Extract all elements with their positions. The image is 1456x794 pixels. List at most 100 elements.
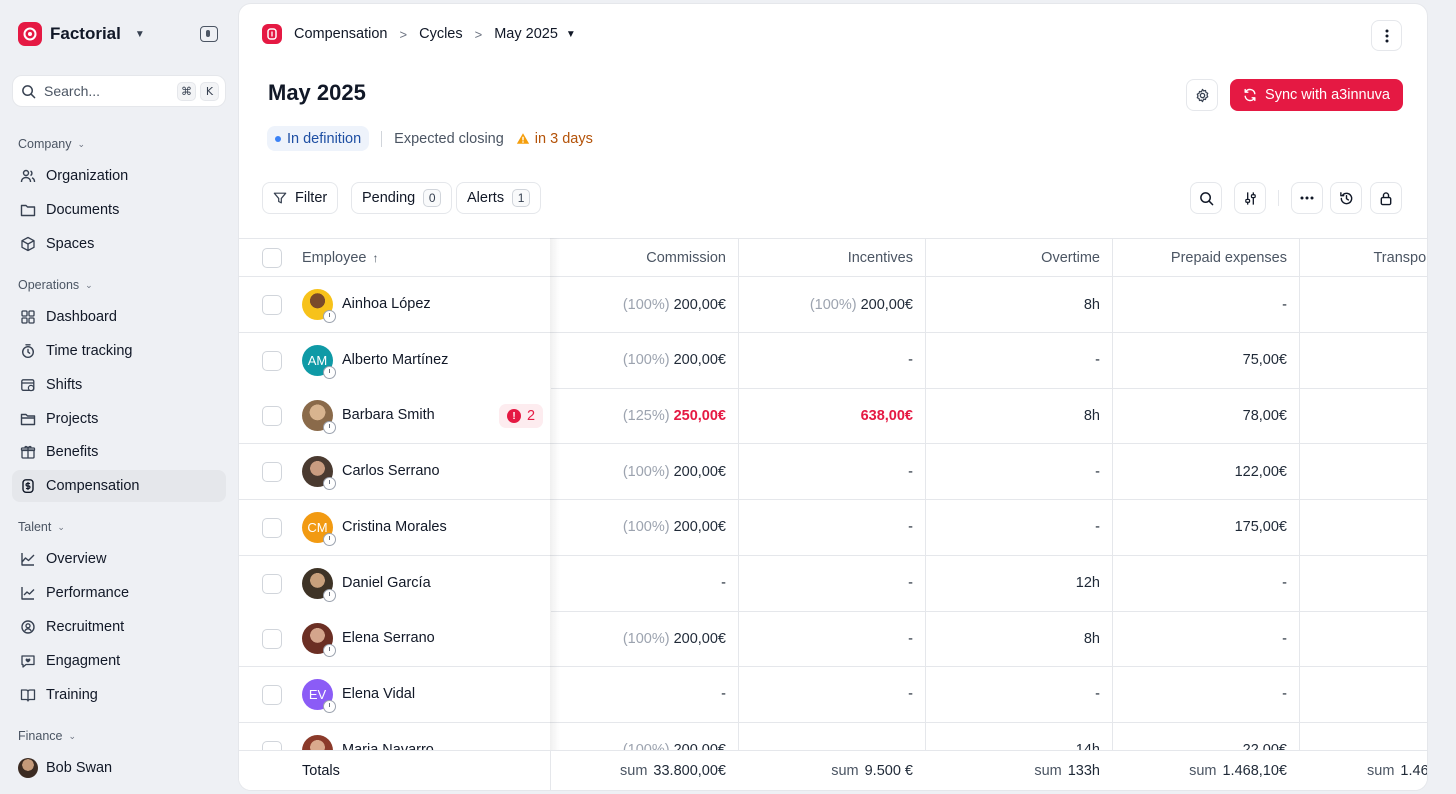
row-checkbox[interactable] <box>262 517 282 538</box>
table-row[interactable]: Barbara Smith ! 2 (125%) 250,00€ 638,00€ 8h 78,… <box>239 388 1427 445</box>
nav-section-company[interactable]: Company ⌄ <box>18 137 85 151</box>
sidebar-item-compensation[interactable]: Compensation <box>12 470 226 502</box>
employee-name[interactable]: Carlos Serrano <box>342 463 440 480</box>
sidebar-item-recruitment[interactable]: Recruitment <box>12 611 226 643</box>
company-switcher[interactable]: Factorial ▼ <box>18 22 145 46</box>
commission-cell[interactable]: (100%)200,00€ <box>551 444 738 499</box>
history-button[interactable] <box>1330 182 1362 214</box>
overtime-cell[interactable]: - <box>926 333 1112 388</box>
prepaid-cell[interactable]: 78,00€ <box>1113 388 1299 443</box>
prepaid-cell[interactable]: - <box>1113 667 1299 722</box>
prepaid-cell[interactable]: 175,00€ <box>1113 500 1299 555</box>
prepaid-cell[interactable]: - <box>1113 556 1299 611</box>
prepaid-cell[interactable]: 122,00€ <box>1113 444 1299 499</box>
sidebar-item-time-tracking[interactable]: Time tracking <box>12 335 226 367</box>
incentives-cell[interactable]: - <box>739 500 925 555</box>
sidebar-item-documents[interactable]: Documents <box>12 194 226 226</box>
table-row[interactable]: Daniel García - - 12h - <box>239 555 1427 612</box>
lock-button[interactable] <box>1370 182 1402 214</box>
employee-name[interactable]: Cristina Morales <box>342 518 447 535</box>
overtime-cell[interactable]: - <box>926 444 1112 499</box>
sync-button[interactable]: Sync with a3innuva <box>1230 79 1403 111</box>
employee-name[interactable]: Daniel García <box>342 574 431 591</box>
employee-name[interactable]: Alberto Martínez <box>342 351 449 368</box>
sidebar-item-training[interactable]: Training <box>12 679 226 711</box>
adjust-columns-button[interactable] <box>1234 182 1266 214</box>
breadcrumb-current[interactable]: May 2025 <box>494 26 558 42</box>
sidebar-item-spaces[interactable]: Spaces <box>12 228 226 260</box>
sidebar-toggle-icon[interactable] <box>200 26 218 42</box>
employee-name[interactable]: Barbara Smith <box>342 407 435 424</box>
prepaid-expenses-header[interactable]: Prepaid expenses <box>1170 249 1287 266</box>
commission-cell[interactable]: (100%)200,00€ <box>551 611 738 666</box>
overtime-cell[interactable]: 8h <box>926 611 1112 666</box>
incentives-cell[interactable]: 638,00€ <box>739 388 925 443</box>
overtime-cell[interactable]: - <box>926 500 1112 555</box>
incentives-cell[interactable]: - <box>739 444 925 499</box>
commission-cell[interactable]: (100%)200,00€ <box>551 500 738 555</box>
nav-section-operations[interactable]: Operations ⌄ <box>18 278 93 292</box>
transport-header[interactable]: Transport <box>1373 249 1427 266</box>
sidebar-item-benefits[interactable]: Benefits <box>12 436 226 468</box>
sidebar-item-dashboard[interactable]: Dashboard <box>12 301 226 333</box>
sidebar-item-shifts[interactable]: Shifts <box>12 369 226 401</box>
employee-name[interactable]: Elena Serrano <box>342 630 435 647</box>
breadcrumb-compensation[interactable]: Compensation <box>294 26 388 42</box>
commission-cell[interactable]: (100%)200,00€ <box>551 277 738 332</box>
commission-cell[interactable]: - <box>551 556 738 611</box>
more-options-button[interactable] <box>1371 20 1402 51</box>
sidebar-item-performance[interactable]: Performance <box>12 577 226 609</box>
incentives-header[interactable]: Incentives <box>847 249 913 266</box>
alert-badge[interactable]: ! 2 <box>499 404 544 429</box>
commission-cell[interactable]: (125%) 250,00€ <box>551 388 738 443</box>
filter-button[interactable]: Filter <box>262 182 339 214</box>
settings-button[interactable] <box>1186 79 1218 111</box>
more-actions-button[interactable] <box>1291 182 1323 214</box>
table-row[interactable]: EV Elena Vidal - - - - <box>239 666 1427 723</box>
prepaid-cell[interactable]: - <box>1113 611 1299 666</box>
row-checkbox[interactable] <box>262 350 282 371</box>
incentives-cell[interactable]: - <box>739 611 925 666</box>
overtime-cell[interactable]: 8h <box>926 388 1112 443</box>
incentives-cell[interactable]: (100%) 200,00€ <box>739 277 925 332</box>
row-checkbox[interactable] <box>262 406 282 427</box>
table-row[interactable]: Elena Serrano (100%) 200,00€ - 8h - <box>239 611 1427 668</box>
employee-header[interactable]: Employee ↑ <box>302 239 378 276</box>
row-checkbox[interactable] <box>262 629 282 650</box>
table-search-button[interactable] <box>1190 182 1222 214</box>
commission-cell[interactable]: (100%)200,00€ <box>551 333 738 388</box>
sidebar-item-projects[interactable]: Projects <box>12 403 226 435</box>
row-checkbox[interactable] <box>262 462 282 483</box>
overtime-cell[interactable]: 8h <box>926 277 1112 332</box>
overtime-cell[interactable]: - <box>926 667 1112 722</box>
prepaid-cell[interactable]: 75,00€ <box>1113 333 1299 388</box>
table-row[interactable]: Carlos Serrano (100%) 200,00€ - - 122,00€ <box>239 444 1427 501</box>
alerts-button[interactable]: Alerts 1 <box>456 182 542 214</box>
sidebar-item-overview[interactable]: Overview <box>12 543 226 575</box>
row-checkbox[interactable] <box>262 684 282 705</box>
breadcrumb-cycles[interactable]: Cycles <box>419 26 463 42</box>
row-checkbox[interactable] <box>262 295 282 315</box>
row-checkbox[interactable] <box>262 573 282 594</box>
chevron-down-icon[interactable]: ▼ <box>565 28 576 40</box>
search-input[interactable]: Search... ⌘ K <box>12 75 226 107</box>
overtime-cell[interactable]: 12h <box>926 556 1112 611</box>
nav-section-finance[interactable]: Finance ⌄ <box>18 729 76 743</box>
overtime-header[interactable]: Overtime <box>1041 249 1100 266</box>
commission-cell[interactable]: - <box>551 667 738 722</box>
employee-name[interactable]: Elena Vidal <box>342 685 416 702</box>
table-row[interactable]: CM Cristina Morales (100%) 200,00€ - - 175,00€ <box>239 499 1427 556</box>
commission-header[interactable]: Commission <box>646 249 726 266</box>
nav-section-talent[interactable]: Talent ⌄ <box>18 520 65 534</box>
user-menu[interactable]: Bob Swan <box>18 758 112 778</box>
prepaid-cell[interactable]: - <box>1113 277 1299 332</box>
table-row[interactable]: Ainhoa López (100%) 200,00€ (100%) 200,00€ 8h… <box>239 277 1427 333</box>
sidebar-item-organization[interactable]: Organization <box>12 160 226 192</box>
employee-name[interactable]: Ainhoa López <box>342 296 431 312</box>
sidebar-item-engagment[interactable]: Engagment <box>12 645 226 677</box>
select-all-checkbox[interactable] <box>262 248 282 268</box>
incentives-cell[interactable]: - <box>739 333 925 388</box>
incentives-cell[interactable]: - <box>739 556 925 611</box>
incentives-cell[interactable]: - <box>739 667 925 722</box>
pending-button[interactable]: Pending 0 <box>351 182 453 214</box>
